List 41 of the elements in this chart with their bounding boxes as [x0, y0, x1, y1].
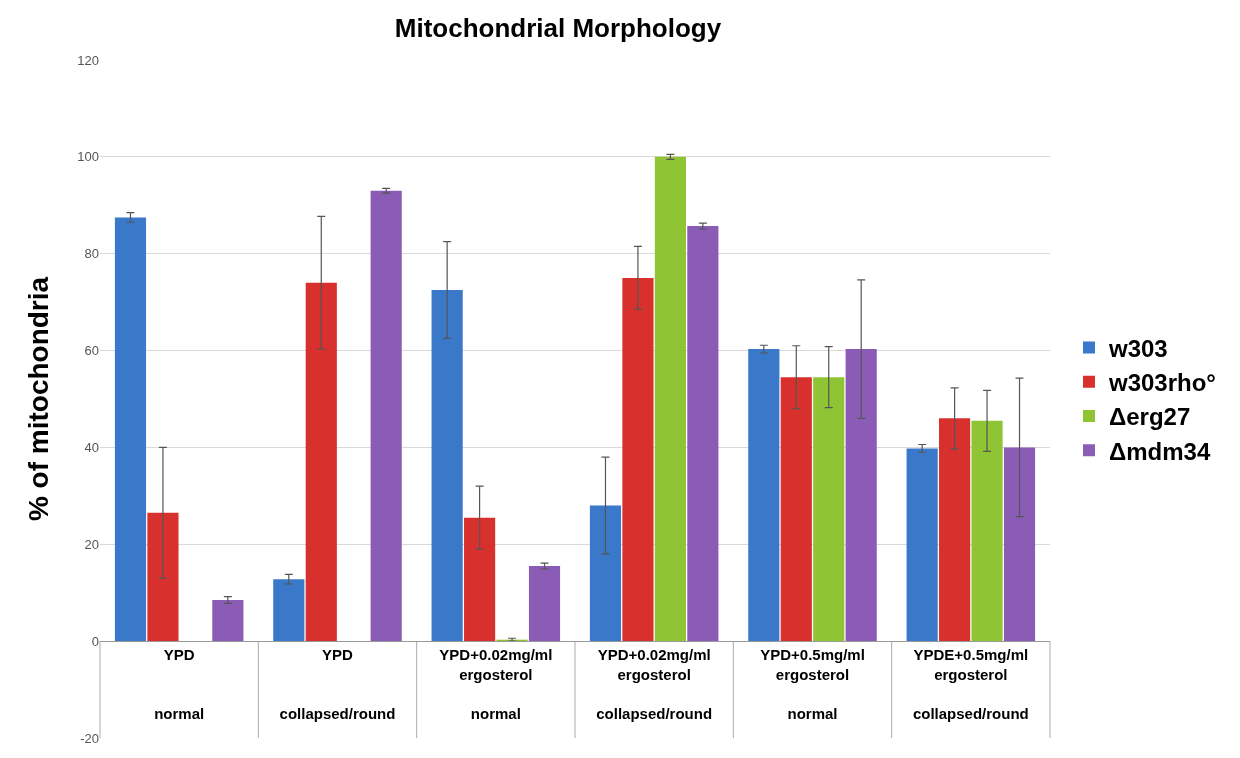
y-tick-label: 0 [91, 633, 99, 649]
bar [273, 579, 305, 642]
legend-label: w303 [1108, 334, 1168, 362]
bar [971, 420, 1003, 642]
bar [906, 448, 938, 642]
y-tick-label: 20 [84, 536, 99, 552]
bar [845, 349, 877, 642]
bar [622, 277, 654, 642]
category-label: YPD collapsed/round [279, 646, 396, 722]
bar [813, 377, 845, 642]
category-label: YPD+0.02mg/ml ergosterol normal [439, 646, 553, 722]
bar [114, 217, 147, 642]
chart-title: Mitochondrial Morphology [394, 13, 722, 44]
y-tick-label: -20 [80, 730, 99, 746]
category-label: YPD normal [154, 646, 205, 722]
bar [147, 512, 179, 642]
bar [1003, 447, 1036, 642]
bar [212, 599, 244, 642]
bar [305, 282, 337, 642]
bar [431, 290, 463, 642]
y-tick-label: 40 [84, 439, 99, 455]
bar [939, 418, 971, 642]
category-label: YPDE+0.5mg/ml ergosterol collapsed/round [912, 646, 1029, 722]
bar [780, 377, 812, 642]
bar [464, 517, 496, 642]
y-tick-label: 100 [77, 149, 99, 165]
bar [589, 505, 622, 642]
bar [687, 226, 719, 642]
y-tick-label: 60 [84, 343, 99, 359]
category-label: YPD+0.02mg/ml ergosterol collapsed/round [596, 646, 713, 722]
bar [528, 566, 561, 642]
bar [654, 156, 686, 642]
y-tick-label: 80 [84, 246, 99, 262]
bar [370, 190, 402, 642]
y-tick-label: 120 [77, 52, 99, 68]
y-axis-title: % of mitochondria [23, 276, 54, 522]
category-label: YPD+0.5mg/ml ergosterol normal [760, 646, 865, 722]
legend-label: w303rho° [1108, 369, 1216, 397]
bar [748, 349, 780, 642]
legend-label: Δerg27 [1109, 403, 1191, 431]
legend-label: Δmdm34 [1109, 437, 1211, 465]
